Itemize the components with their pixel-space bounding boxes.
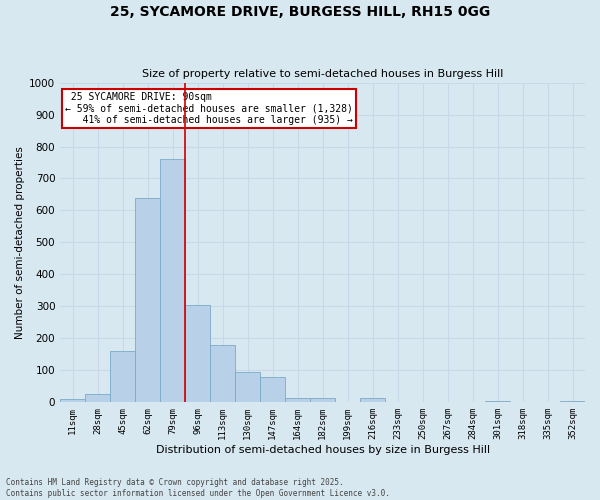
Text: Contains HM Land Registry data © Crown copyright and database right 2025.
Contai: Contains HM Land Registry data © Crown c… xyxy=(6,478,390,498)
Bar xyxy=(310,398,335,402)
Bar xyxy=(85,394,110,402)
Bar xyxy=(235,372,260,402)
Title: Size of property relative to semi-detached houses in Burgess Hill: Size of property relative to semi-detach… xyxy=(142,69,503,79)
Text: 25, SYCAMORE DRIVE, BURGESS HILL, RH15 0GG: 25, SYCAMORE DRIVE, BURGESS HILL, RH15 0… xyxy=(110,5,490,19)
Bar xyxy=(135,198,160,402)
Bar xyxy=(60,399,85,402)
Bar xyxy=(260,377,285,402)
Bar xyxy=(110,351,135,403)
Bar xyxy=(285,398,310,402)
Bar xyxy=(360,398,385,402)
Bar xyxy=(185,305,210,402)
X-axis label: Distribution of semi-detached houses by size in Burgess Hill: Distribution of semi-detached houses by … xyxy=(155,445,490,455)
Bar xyxy=(210,345,235,403)
Bar xyxy=(160,160,185,402)
Bar xyxy=(485,400,510,402)
Y-axis label: Number of semi-detached properties: Number of semi-detached properties xyxy=(15,146,25,339)
Bar xyxy=(560,400,585,402)
Text: 25 SYCAMORE DRIVE: 90sqm
← 59% of semi-detached houses are smaller (1,328)
   41: 25 SYCAMORE DRIVE: 90sqm ← 59% of semi-d… xyxy=(65,92,353,126)
